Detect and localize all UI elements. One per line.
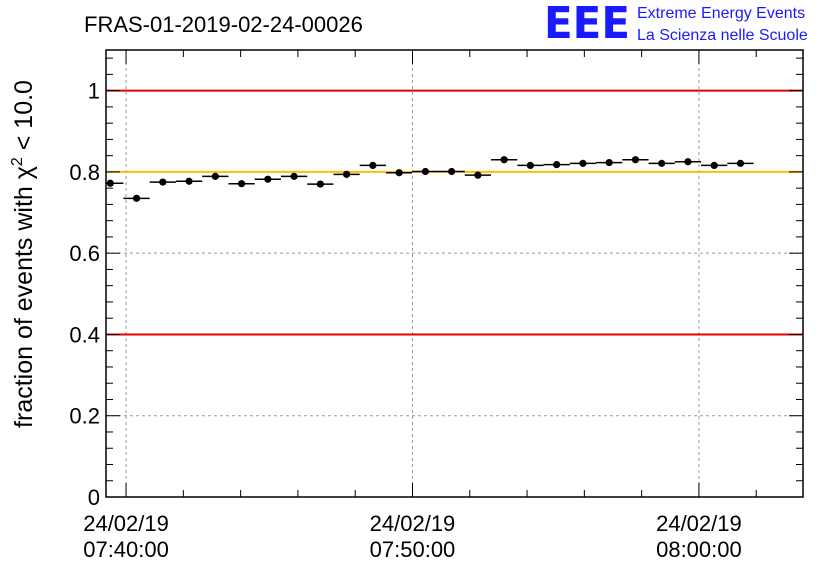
data-point	[412, 167, 439, 176]
data-point	[228, 180, 255, 188]
data-point	[359, 161, 386, 170]
data-point-marker	[132, 194, 141, 202]
y-tick-label: 0	[88, 485, 100, 510]
x-tick-date-label: 24/02/19	[370, 511, 456, 536]
data-point-marker	[474, 171, 482, 179]
plot-border	[105, 49, 804, 498]
x-tick-time-label: 07:50:00	[370, 537, 456, 562]
data-point	[543, 160, 570, 169]
data-point	[701, 161, 728, 170]
y-tick-label: 0.6	[69, 241, 100, 266]
data-point-marker	[343, 170, 351, 178]
data-point-marker	[237, 180, 246, 188]
y-tick-label: 0.8	[69, 160, 100, 185]
data-point	[622, 156, 649, 164]
data-point	[491, 156, 518, 164]
data-point-marker	[290, 172, 298, 180]
plot-frame	[105, 49, 804, 498]
data-point	[307, 180, 334, 188]
data-point	[333, 170, 360, 178]
y-axis-label-main: fraction of events with	[10, 179, 38, 428]
data-point	[254, 175, 281, 183]
data-point-marker	[500, 156, 508, 164]
data-point-marker	[684, 158, 692, 166]
data-point-marker	[106, 179, 114, 187]
data-point	[648, 159, 675, 167]
data-point	[464, 171, 492, 179]
y-tick-label: 0.4	[69, 322, 100, 347]
x-tick-time-label: 07:40:00	[83, 537, 169, 562]
data-point-marker	[605, 158, 613, 167]
data-point	[727, 159, 754, 167]
data-point	[385, 169, 413, 177]
data-point	[175, 177, 203, 185]
logo-line-1: Extreme Energy Events	[637, 5, 805, 22]
logo-line-2: La Scienza nelle Scuole	[637, 27, 808, 44]
data-point-marker	[658, 159, 666, 167]
data-point-marker	[211, 172, 219, 180]
data-point-marker	[369, 161, 377, 170]
data-point	[106, 179, 124, 187]
x-tick-date-label: 24/02/19	[83, 511, 169, 536]
data-point-marker	[264, 175, 272, 183]
data-point	[569, 159, 597, 167]
eee-logo: EEE Extreme Energy Events La Scienza nel…	[544, 0, 808, 49]
y-axis-label: fraction of events with χ2 < 10.0	[9, 80, 38, 428]
data-point-marker	[448, 167, 456, 176]
x-axis-ticks: 24/02/1907:40:0024/02/1907:50:0024/02/19…	[83, 50, 757, 562]
data-point-marker	[421, 167, 429, 176]
y-tick-label: 1	[88, 79, 100, 104]
data-point-marker	[395, 169, 403, 177]
data-point-marker	[159, 178, 167, 186]
x-tick-date-label: 24/02/19	[656, 511, 742, 536]
data-point-marker	[526, 161, 535, 170]
data-point	[517, 161, 544, 170]
x-tick-time-label: 08:00:00	[656, 537, 742, 562]
data-point-marker	[553, 160, 561, 169]
data-point-marker	[579, 159, 587, 167]
logo-mark: EEE	[544, 0, 630, 49]
data-point-marker	[316, 180, 324, 188]
y-tick-label: 0.2	[69, 404, 100, 429]
data-point	[596, 158, 623, 167]
chart-title: FRAS-01-2019-02-24-00026	[84, 12, 363, 37]
data-point-marker	[710, 161, 718, 170]
data-point-marker	[185, 177, 193, 185]
y-axis-label-symbol: χ	[10, 166, 38, 179]
data-point	[674, 158, 702, 166]
data-points	[106, 156, 754, 202]
data-point	[280, 172, 308, 180]
data-point	[438, 167, 465, 176]
y-axis-label-exp: 2	[9, 157, 26, 166]
data-point-marker	[631, 156, 640, 164]
grid	[106, 50, 803, 497]
y-axis-ticks: 0 0.2 0.4 0.6 0.8 1	[69, 57, 803, 510]
data-point	[202, 172, 229, 180]
data-point-marker	[736, 159, 745, 167]
data-point	[123, 194, 150, 202]
data-point	[149, 178, 176, 186]
y-axis-label-tail: < 10.0	[10, 80, 38, 157]
